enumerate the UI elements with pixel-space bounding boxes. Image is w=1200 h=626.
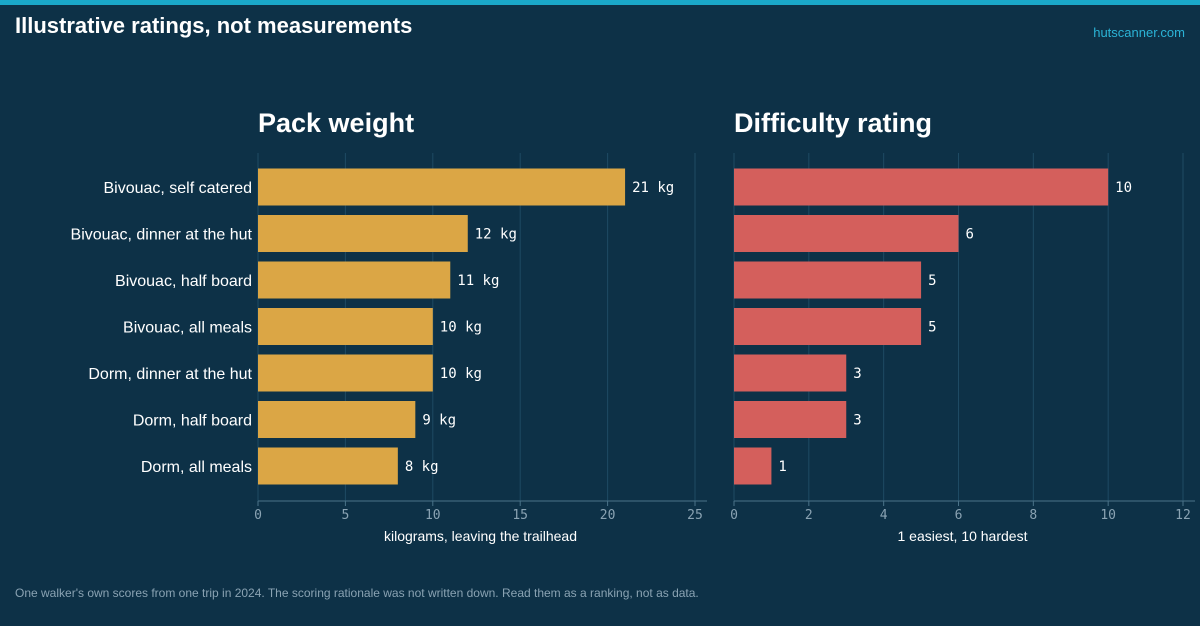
pack-value-label: 11 kg (457, 273, 499, 289)
category-label: Bivouac, dinner at the hut (71, 227, 253, 244)
difficulty-bar (734, 308, 922, 345)
difficulty-tick-label: 0 (730, 508, 738, 523)
pack-value-label: 12 kg (475, 227, 517, 243)
difficulty-tick-label: 12 (1175, 508, 1191, 523)
top-accent-bar (0, 0, 1200, 5)
difficulty-value-label: 5 (928, 320, 936, 336)
pack-value-label: 10 kg (440, 366, 482, 382)
pack-value-label: 9 kg (422, 413, 456, 429)
pack-bar (258, 261, 451, 299)
difficulty-tick-label: 4 (880, 508, 888, 523)
difficulty-bar (734, 168, 1109, 206)
category-label: Bivouac, self catered (103, 180, 252, 197)
pack-tick-label: 25 (687, 508, 703, 523)
pack-bar (258, 308, 433, 345)
difficulty-chart-title: Difficulty rating (734, 108, 932, 138)
pack-tick-label: 5 (341, 508, 349, 523)
difficulty-bar (734, 447, 772, 485)
category-label: Bivouac, half board (115, 273, 252, 290)
difficulty-tick-label: 8 (1029, 508, 1037, 523)
source-link[interactable]: hutscanner.com (1093, 25, 1185, 40)
category-label: Dorm, dinner at the hut (88, 366, 252, 383)
difficulty-value-label: 5 (928, 273, 936, 289)
pack-tick-label: 10 (425, 508, 441, 523)
pack-x-axis-title: kilograms, leaving the trailhead (384, 528, 577, 544)
difficulty-tick-label: 2 (805, 508, 813, 523)
pack-tick-label: 15 (512, 508, 528, 523)
pack-chart-title: Pack weight (258, 108, 414, 138)
difficulty-bar (734, 354, 847, 392)
pack-bar (258, 215, 468, 252)
page-title: Illustrative ratings, not measurements (15, 13, 413, 38)
difficulty-value-label: 3 (853, 366, 861, 382)
difficulty-bar (734, 401, 847, 438)
category-label: Bivouac, all meals (123, 320, 252, 337)
category-label: Dorm, all meals (141, 459, 252, 476)
pack-bar (258, 401, 416, 438)
pack-value-label: 10 kg (440, 320, 482, 336)
pack-value-label: 21 kg (632, 180, 674, 196)
difficulty-tick-label: 6 (955, 508, 963, 523)
difficulty-value-label: 6 (966, 227, 974, 243)
difficulty-x-axis-title: 1 easiest, 10 hardest (898, 528, 1028, 544)
difficulty-value-label: 10 (1115, 180, 1132, 196)
difficulty-value-label: 3 (853, 413, 861, 429)
pack-bar (258, 168, 626, 206)
pack-value-label: 8 kg (405, 459, 439, 475)
difficulty-bar (734, 261, 922, 299)
difficulty-value-label: 1 (778, 459, 786, 475)
difficulty-tick-label: 10 (1100, 508, 1116, 523)
category-label: Dorm, half board (133, 413, 252, 430)
footnote: One walker's own scores from one trip in… (15, 586, 699, 600)
pack-bar (258, 354, 433, 392)
pack-tick-label: 20 (600, 508, 616, 523)
difficulty-bar (734, 215, 959, 252)
pack-tick-label: 0 (254, 508, 262, 523)
pack-bar (258, 447, 398, 485)
